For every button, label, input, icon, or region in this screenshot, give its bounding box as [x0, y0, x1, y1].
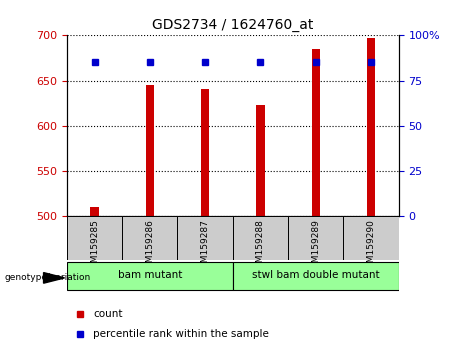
Text: stwl bam double mutant: stwl bam double mutant: [252, 270, 379, 280]
Bar: [122, 216, 177, 260]
Text: GSM159289: GSM159289: [311, 219, 320, 274]
Text: bam mutant: bam mutant: [118, 270, 182, 280]
Text: percentile rank within the sample: percentile rank within the sample: [94, 329, 269, 339]
Text: count: count: [94, 309, 123, 319]
Text: GSM159287: GSM159287: [201, 219, 210, 274]
Bar: [233, 262, 399, 290]
Text: GSM159285: GSM159285: [90, 219, 99, 274]
Title: GDS2734 / 1624760_at: GDS2734 / 1624760_at: [152, 18, 313, 32]
Bar: [67, 262, 233, 290]
Text: genotype/variation: genotype/variation: [5, 273, 91, 282]
Bar: [312, 49, 320, 216]
Bar: [367, 38, 375, 216]
Bar: [288, 216, 343, 260]
Bar: [90, 207, 99, 216]
Text: GSM159288: GSM159288: [256, 219, 265, 274]
Bar: [343, 216, 399, 260]
Text: GSM159286: GSM159286: [145, 219, 154, 274]
Bar: [201, 88, 209, 216]
Bar: [233, 216, 288, 260]
Bar: [67, 216, 122, 260]
Polygon shape: [44, 273, 65, 283]
Text: GSM159290: GSM159290: [366, 219, 376, 274]
Bar: [146, 85, 154, 216]
Bar: [256, 105, 265, 216]
Bar: [177, 216, 233, 260]
